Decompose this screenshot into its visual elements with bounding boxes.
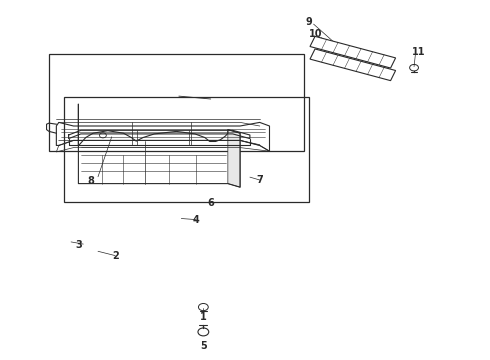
Text: 11: 11 xyxy=(412,47,426,57)
Polygon shape xyxy=(310,36,395,68)
Text: 10: 10 xyxy=(309,29,323,39)
Polygon shape xyxy=(310,49,395,81)
Text: 4: 4 xyxy=(193,215,199,225)
Text: 6: 6 xyxy=(207,198,214,208)
Text: 2: 2 xyxy=(112,251,119,261)
Text: 9: 9 xyxy=(305,17,312,27)
Text: 5: 5 xyxy=(200,341,207,351)
Bar xyxy=(49,54,304,151)
Polygon shape xyxy=(228,130,240,187)
Text: 7: 7 xyxy=(256,175,263,185)
Text: 1: 1 xyxy=(200,312,207,322)
Bar xyxy=(64,97,309,202)
Text: 3: 3 xyxy=(75,240,82,250)
Text: 8: 8 xyxy=(87,176,94,186)
